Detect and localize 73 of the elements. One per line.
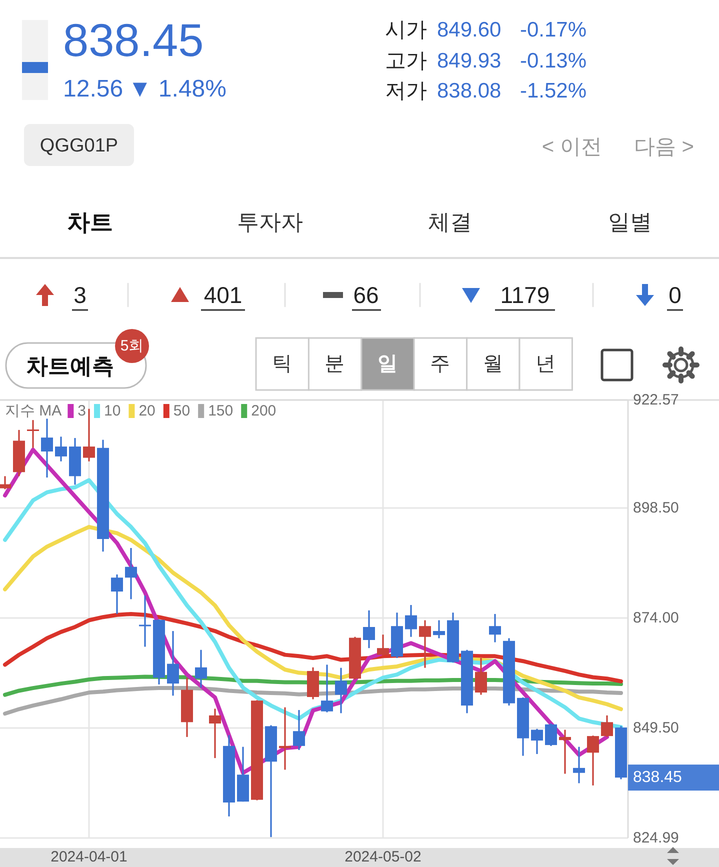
candlestick <box>293 709 305 751</box>
text: 838.08 <box>437 80 502 102</box>
text: 시가 <box>385 18 427 42</box>
text: 년 <box>536 353 556 375</box>
text: 분 <box>324 353 345 375</box>
candlestick <box>27 419 39 449</box>
candlestick <box>489 613 501 644</box>
x-tick-label: 2024-05-02 <box>344 848 422 866</box>
legend-label: 150 <box>208 402 234 420</box>
legend-label: 200 <box>251 402 276 420</box>
candlestick <box>55 436 67 462</box>
y-tick-label: 824.99 <box>633 830 679 846</box>
text: ▼ 1.48% <box>128 76 226 102</box>
text: 849.93 <box>437 50 502 72</box>
candlestick <box>405 604 417 638</box>
candlestick <box>167 630 179 696</box>
candlestick <box>587 734 599 786</box>
candlestick <box>419 619 431 669</box>
text: -1.52% <box>520 80 587 102</box>
candlestick <box>41 418 53 478</box>
text: 틱 <box>272 353 292 375</box>
text: 고가 <box>385 50 427 72</box>
candlestick <box>321 664 333 714</box>
text: 주 <box>430 353 450 375</box>
text: 투자자 <box>237 210 303 234</box>
text: 5회 <box>120 338 144 354</box>
text: QGG01P <box>40 136 118 156</box>
candlestick <box>209 708 221 759</box>
text: 849.60 <box>437 18 502 42</box>
y-tick-label: 922.57 <box>633 392 679 408</box>
candlestick <box>573 746 585 784</box>
candlestick <box>545 722 557 747</box>
text: 838.45 <box>633 769 682 786</box>
legend-title: 지수 MA <box>5 402 62 420</box>
text: 0 <box>668 282 682 308</box>
candlestick <box>559 728 571 775</box>
text: 3 <box>74 282 86 308</box>
candlestick <box>531 728 543 755</box>
legend-label: 3 <box>78 402 86 420</box>
text: 차트예측 <box>26 354 114 378</box>
legend-label: 10 <box>104 402 121 420</box>
candlestick <box>125 547 137 600</box>
candlestick <box>433 619 445 640</box>
candlestick <box>601 714 613 738</box>
text: 401 <box>204 282 242 308</box>
text: 저가 <box>385 80 427 102</box>
text: 차트 <box>67 209 113 235</box>
candlestick <box>363 610 375 649</box>
candlestick <box>475 657 487 696</box>
candlestick <box>335 667 347 714</box>
legend-label: 50 <box>173 402 190 420</box>
text: -0.13% <box>520 50 587 72</box>
y-tick-label: 898.50 <box>633 500 679 517</box>
candlestick <box>111 574 123 615</box>
text: 체결 <box>428 210 472 234</box>
text: 월 <box>482 353 503 375</box>
text: 12.56 <box>63 76 124 102</box>
text: 66 <box>353 282 379 308</box>
text: 일 <box>377 353 398 375</box>
text: 일별 <box>608 210 652 234</box>
y-tick-label: 874.00 <box>633 610 679 627</box>
text: < 이전 <box>542 136 602 158</box>
candlestick <box>139 594 151 648</box>
text: 1179 <box>500 282 550 308</box>
text: 다음 > <box>634 136 694 158</box>
x-tick-label: 2024-04-01 <box>50 848 128 866</box>
candlestick <box>0 475 11 490</box>
legend-label: 20 <box>138 402 156 420</box>
text: 838.45 <box>63 14 204 66</box>
candlestick <box>195 649 207 688</box>
text: -0.17% <box>520 18 587 42</box>
candlestick <box>377 634 389 657</box>
y-tick-label: 849.50 <box>633 719 679 736</box>
